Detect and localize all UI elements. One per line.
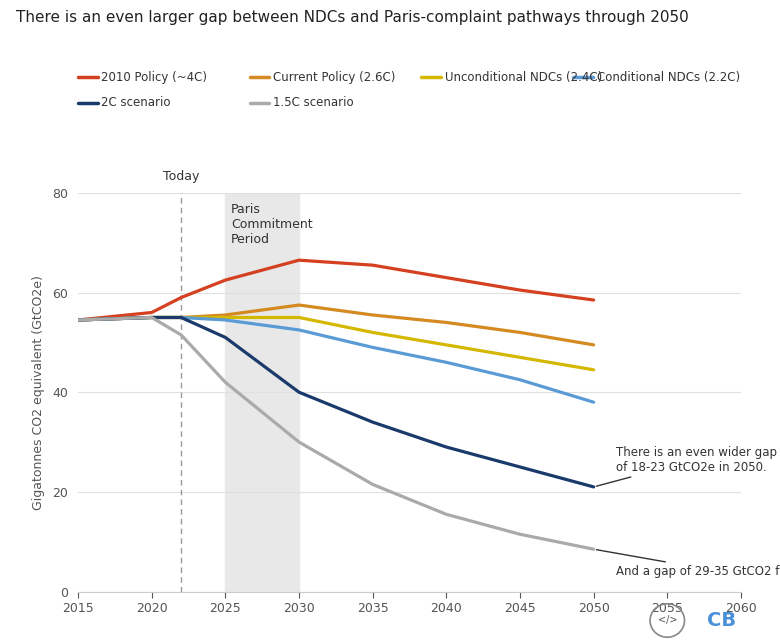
Text: </>: </> (658, 615, 677, 626)
Text: 2010 Policy (~4C): 2010 Policy (~4C) (101, 71, 207, 84)
Text: CB: CB (707, 611, 736, 630)
Y-axis label: Gigatonnes CO2 equivalent (GtCO2e): Gigatonnes CO2 equivalent (GtCO2e) (32, 275, 45, 510)
Text: There is an even wider gap
of 18-23 GtCO2e in 2050.: There is an even wider gap of 18-23 GtCO… (597, 446, 777, 486)
Text: Unconditional NDCs (2.4C): Unconditional NDCs (2.4C) (445, 71, 602, 84)
Text: And a gap of 29-35 GtCO2 for 1.5C.: And a gap of 29-35 GtCO2 for 1.5C. (597, 550, 780, 578)
Text: 2C scenario: 2C scenario (101, 96, 171, 109)
Text: Current Policy (2.6C): Current Policy (2.6C) (273, 71, 395, 84)
Text: Paris
Commitment
Period: Paris Commitment Period (231, 203, 313, 246)
Text: Today: Today (163, 170, 200, 183)
Text: Conditional NDCs (2.2C): Conditional NDCs (2.2C) (597, 71, 739, 84)
Text: 1.5C scenario: 1.5C scenario (273, 96, 353, 109)
Text: There is an even larger gap between NDCs and Paris-complaint pathways through 20: There is an even larger gap between NDCs… (16, 10, 689, 24)
Bar (225, 193, 299, 592)
